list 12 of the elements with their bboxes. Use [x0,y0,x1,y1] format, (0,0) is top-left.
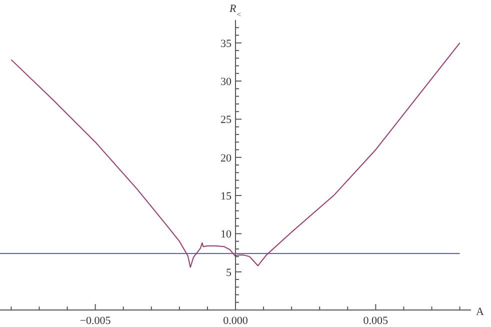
y-tick-label: 20 [220,152,232,164]
y-tick-label: 15 [220,190,232,203]
y-axis-title: R$_{<}$ [228,3,242,18]
x-axis-title: A [476,306,484,318]
y-tick-label: 35 [220,38,232,50]
x-tick-label: 0.005 [363,315,389,327]
x-tick-label: 0.000 [223,315,248,327]
y-tick-label: 10 [220,228,232,241]
y-tick-label: 5 [226,266,232,279]
y-tick-label: 30 [220,76,232,88]
x-tick-label: −0.005 [80,315,112,327]
y-tick-label: 25 [220,114,232,126]
